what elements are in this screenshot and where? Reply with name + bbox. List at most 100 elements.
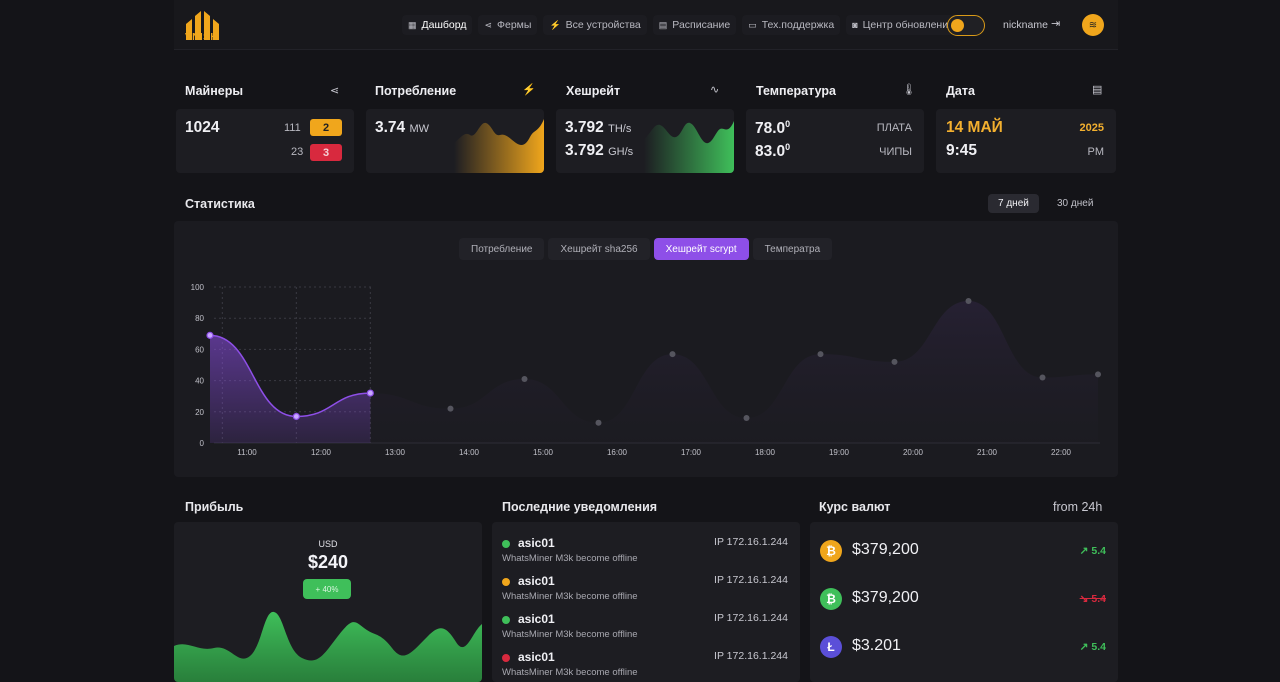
hashrate-gh-unit: GH/s: [608, 146, 634, 158]
data-point: [743, 415, 750, 422]
data-point: [1039, 374, 1046, 381]
data-point: [891, 358, 898, 365]
data-point: [292, 412, 300, 421]
chart-line: [209, 334, 371, 418]
tab-hashrate-scrypt[interactable]: Хешрейт scrypt: [653, 238, 749, 260]
logout-icon[interactable]: ⇥: [1051, 18, 1061, 30]
x-tick-label: 13:00: [385, 448, 406, 457]
board-temp-value: 78.0: [755, 120, 786, 138]
data-point: [366, 389, 374, 397]
x-tick-label: 20:00: [903, 448, 924, 457]
thermometer-icon: 🌡︎: [902, 84, 916, 96]
hashrate-th-unit: TH/s: [608, 123, 632, 135]
trend-up-icon: ↗: [1079, 545, 1092, 557]
hashrate-card: 3.792 TH/s 3.792 GH/s: [556, 109, 734, 173]
bitcoin-cash-icon: ₿: [820, 588, 842, 610]
hashrate-gh-value: 3.792: [565, 142, 604, 159]
tab-power[interactable]: Потребление: [459, 238, 545, 260]
statistics-panel: Потребление Хешрейт sha256 Хешрейт scryp…: [174, 221, 1118, 477]
status-dot: [502, 654, 510, 662]
hashrate-th: 3.792 TH/s: [565, 119, 631, 137]
notification-item[interactable]: asic01 WhatsMiner M3k become offline IP …: [502, 574, 792, 610]
power-sparkline: [454, 119, 544, 173]
update-icon: ◙: [852, 20, 858, 30]
warn-badge[interactable]: 2: [310, 119, 342, 136]
layers-icon: ≋: [1088, 19, 1098, 31]
status-dot: [502, 540, 510, 548]
degree-mark: 0: [785, 119, 791, 129]
error-badge[interactable]: 3: [310, 144, 342, 161]
data-point: [447, 405, 454, 412]
x-tick-label: 22:00: [1051, 448, 1072, 457]
power-unit: MW: [409, 123, 430, 135]
miners-card: 1024 111 2 23 3: [176, 109, 354, 173]
x-tick-label: 15:00: [533, 448, 554, 457]
x-tick-label: 16:00: [607, 448, 628, 457]
notification-message: WhatsMiner M3k become offline: [502, 553, 638, 564]
degree-mark: 0: [785, 142, 791, 152]
currency-price: $3.201: [852, 637, 901, 654]
notification-device: asic01: [518, 574, 555, 588]
notification-item[interactable]: asic01 WhatsMiner M3k become offline IP …: [502, 536, 792, 572]
notification-device: asic01: [518, 536, 555, 550]
notification-item[interactable]: asic01 WhatsMiner M3k become offline IP …: [502, 650, 792, 682]
scrypt-chart[interactable]: 0 20 40 60 80 100 11:00 12:00 13:00 14:00 15:00 16:…: [174, 221, 1118, 477]
theme-toggle[interactable]: [947, 15, 985, 36]
miners-warn-count: 111: [284, 122, 301, 134]
share-icon: ⋖: [330, 85, 340, 97]
currency-change: ↗ 5.4: [1080, 545, 1106, 557]
nav-all-devices[interactable]: ⚡ Все устройства: [543, 15, 647, 35]
nav-support[interactable]: ▭ Тех.поддержка: [742, 15, 841, 35]
profit-currency: USD: [318, 539, 338, 549]
currency-row[interactable]: ₿ $379,200 ↘ 5.4: [820, 584, 1110, 612]
profit-change-badge[interactable]: + 40%: [303, 579, 351, 599]
currency-row[interactable]: Ł $3.201 ↗ 5.4: [820, 632, 1110, 660]
tab-temperature[interactable]: Температра: [752, 238, 833, 260]
hashrate-title: Хешрейт: [566, 84, 621, 98]
change-value: 5.4: [1091, 593, 1106, 605]
change-value: 5.4: [1091, 545, 1106, 557]
bitcoin-icon: ₿: [820, 540, 842, 562]
date-day: 14 МАЙ: [946, 119, 1003, 136]
nav-farms[interactable]: ⋖ Фермы: [478, 15, 538, 35]
main-nav: ▦ Дашборд ⋖ Фермы ⚡ Все устройства ▤ Расписа…: [402, 15, 960, 35]
miners-title: Майнеры: [185, 84, 244, 98]
miners-total: 1024: [185, 119, 220, 136]
grid-icon: ▦: [408, 19, 417, 30]
notification-ip: IP 172.16.1.244: [714, 536, 788, 548]
x-tick-label: 21:00: [977, 448, 998, 457]
tab-hashrate-sha256[interactable]: Хешрейт sha256: [548, 238, 650, 260]
nav-schedule[interactable]: ▤ Расписание: [652, 15, 737, 35]
logo-icon[interactable]: [184, 10, 222, 42]
hashrate-gh: 3.792 GH/s: [565, 142, 633, 160]
date-year: 2025: [1079, 122, 1104, 134]
currency-price: $379,200: [852, 541, 919, 558]
hashrate-th-value: 3.792: [565, 119, 604, 136]
y-tick-label: 80: [195, 314, 204, 323]
username[interactable]: nickname: [1003, 19, 1048, 31]
avatar[interactable]: ≋: [1082, 14, 1104, 36]
currency-row[interactable]: ₿ $379,200 ↗ 5.4: [820, 536, 1110, 564]
notification-ip: IP 172.16.1.244: [714, 574, 788, 586]
change-value: 5.4: [1091, 641, 1106, 653]
currency-card: ₿ $379,200 ↗ 5.4 ₿ $379,200 ↘ 5.4 Ł $3.2…: [810, 522, 1118, 682]
notification-message: WhatsMiner M3k become offline: [502, 591, 638, 602]
nav-dashboard[interactable]: ▦ Дашборд: [402, 15, 473, 35]
power-number: 3.74: [375, 119, 406, 136]
range-30-days[interactable]: 30 дней: [1057, 198, 1094, 209]
power-title: Потребление: [375, 84, 457, 98]
currency-change: ↘ 5.4: [1080, 593, 1106, 605]
trend-up-icon: ↗: [1079, 641, 1092, 653]
notification-item[interactable]: asic01 WhatsMiner M3k become offline IP …: [502, 612, 792, 648]
nav-label: Центр обновлений: [862, 19, 954, 31]
currency-title: Курс валют: [819, 500, 891, 514]
range-7-days[interactable]: 7 дней: [988, 194, 1039, 213]
profit-amount: $240: [307, 552, 349, 572]
chart-area: [210, 335, 371, 443]
power-value: 3.74 MW: [375, 119, 429, 137]
board-label: ПЛАТА: [876, 122, 912, 134]
nav-updates[interactable]: ◙ Центр обновлений: [846, 15, 960, 35]
profit-title: Прибыль: [185, 500, 244, 514]
nav-label: Дашборд: [421, 19, 467, 31]
pulse-icon: ∿: [710, 84, 720, 96]
